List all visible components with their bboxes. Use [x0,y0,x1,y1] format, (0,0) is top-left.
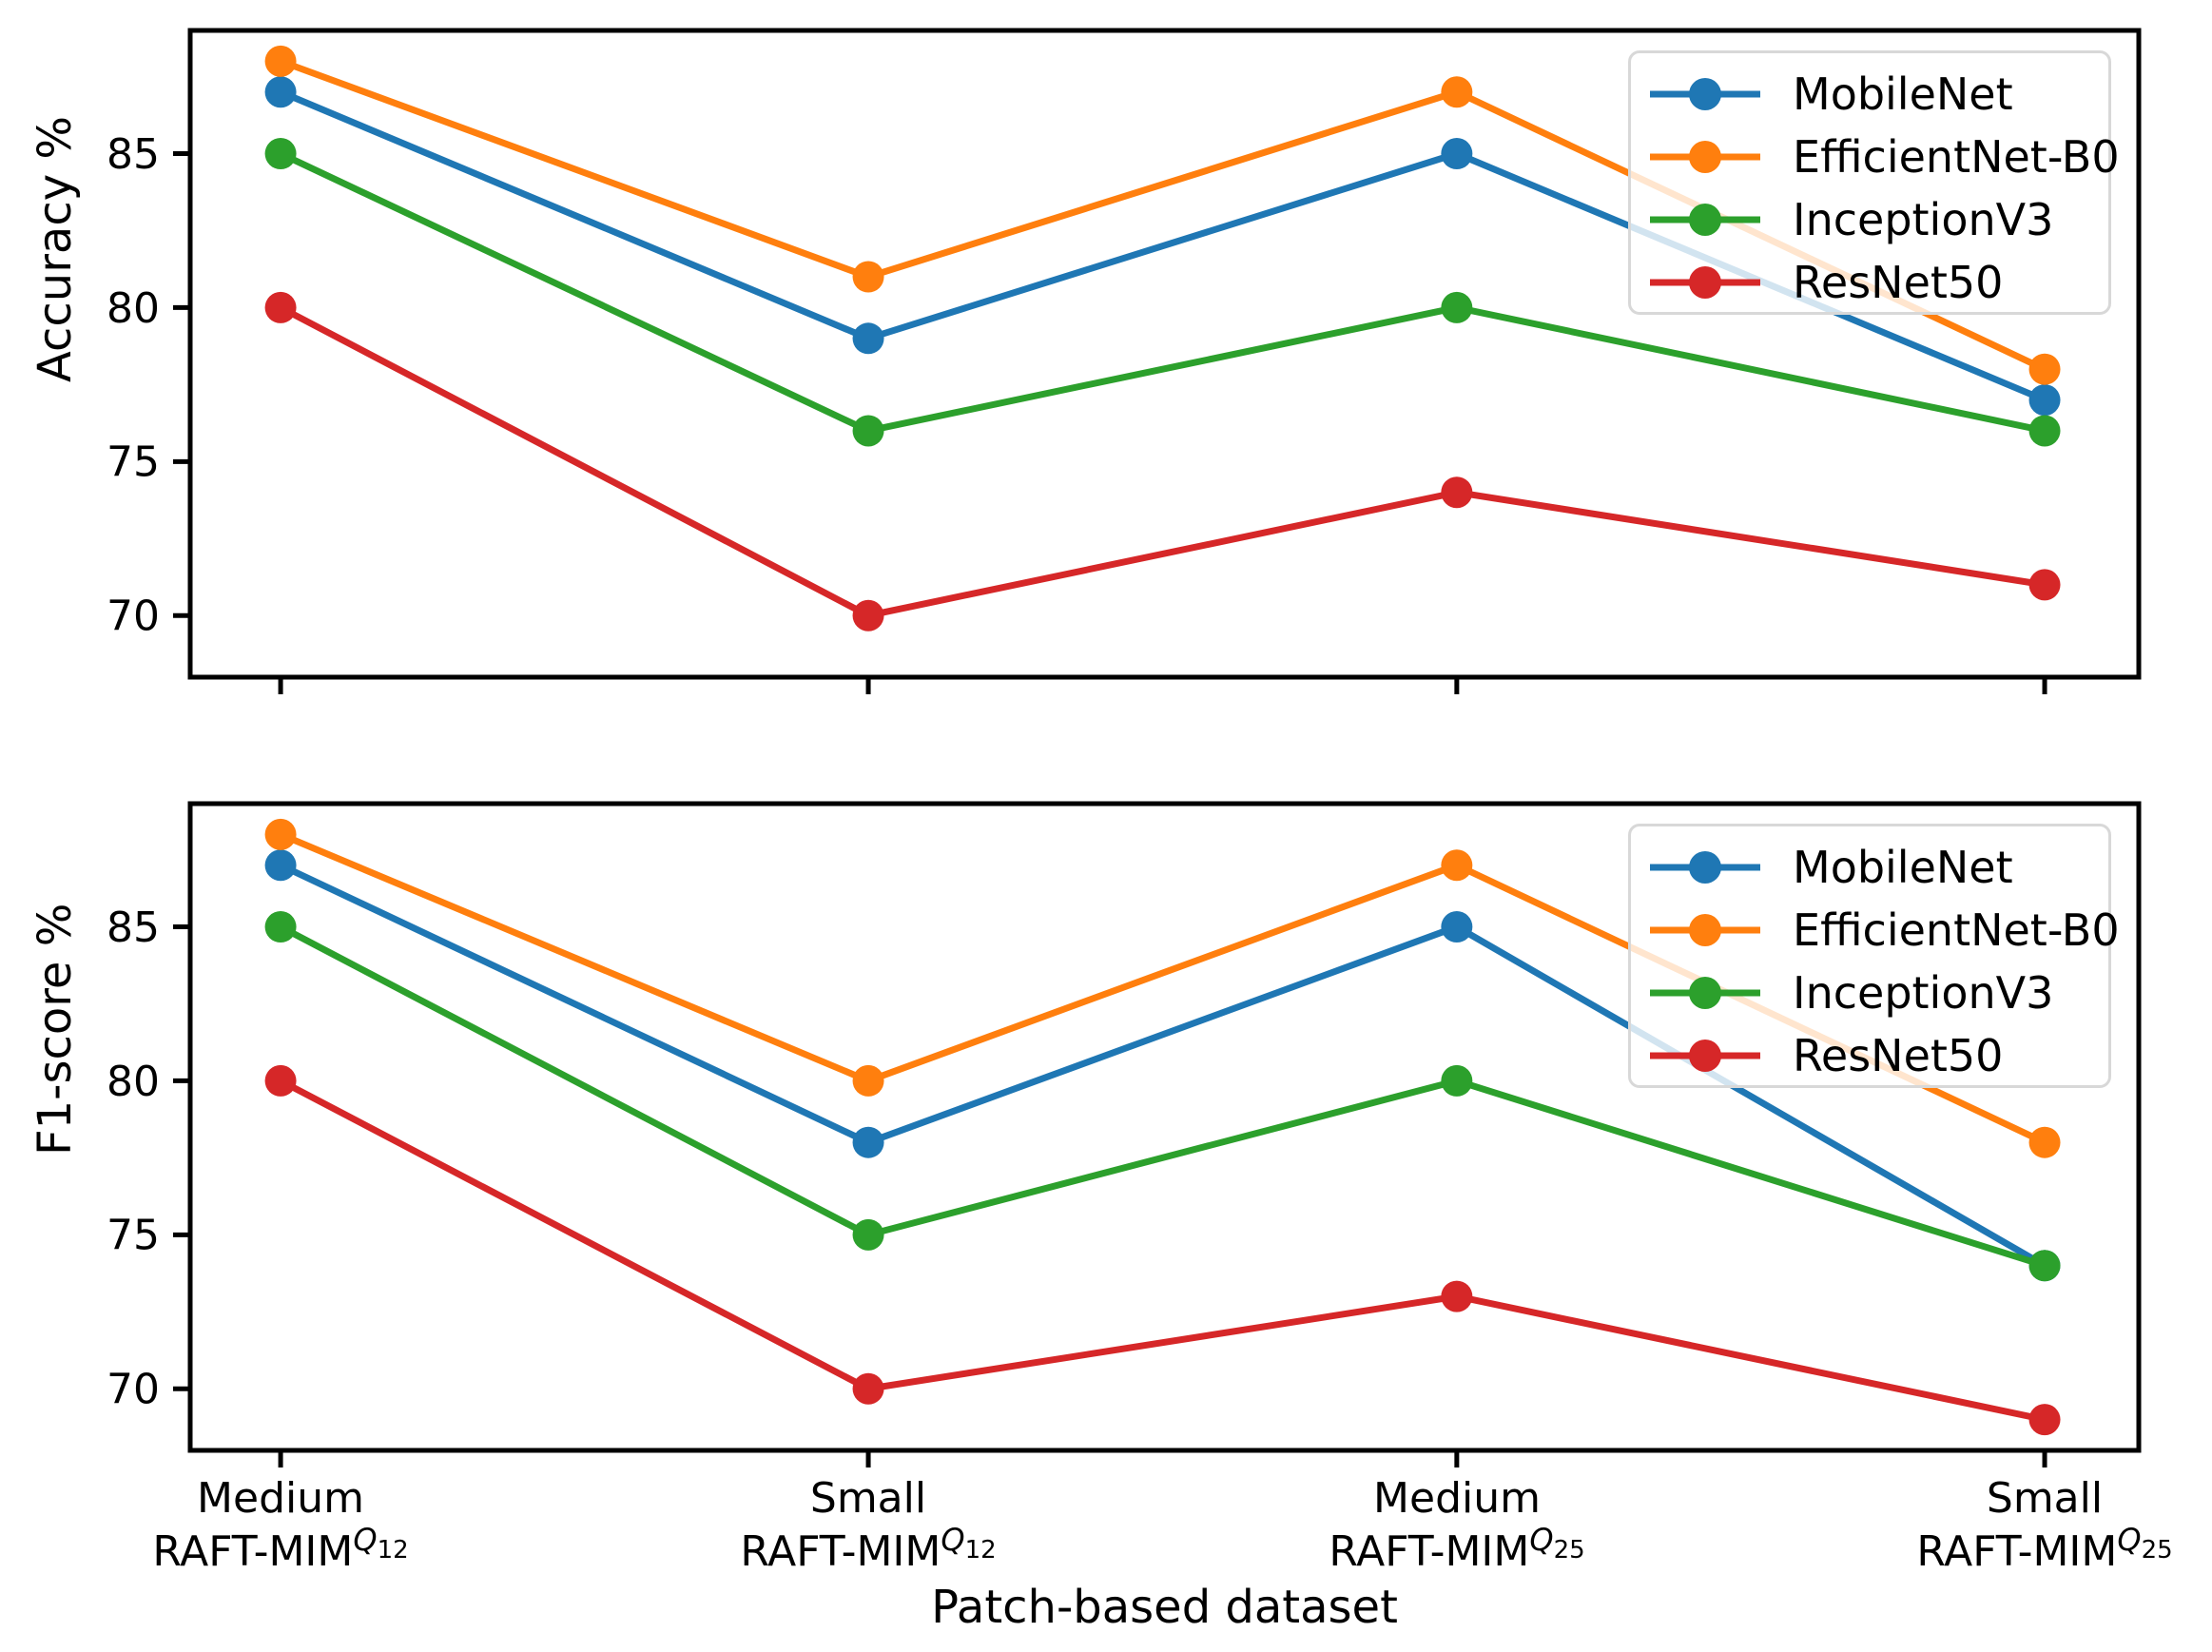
y-tick-label: 85 [107,130,160,179]
data-point-efficientnet-b0 [1441,76,1473,108]
data-point-inceptionv3 [264,911,297,943]
legend-item-resnet50: ResNet50 [1646,251,2108,314]
data-point-resnet50 [264,1064,297,1097]
data-point-inceptionv3 [2028,1250,2061,1282]
series-line-resnet50 [279,304,2046,619]
legend-accuracy: MobileNet EfficientNet-B0 InceptionV3 Re… [1628,50,2120,315]
data-point-mobilenet [1441,911,1473,943]
legend-item-efficientnet: EfficientNet-B0 [1646,899,2120,962]
legend-swatch-mobilenet [1650,78,1760,110]
data-point-mobilenet [2028,384,2061,417]
legend-label: InceptionV3 [1793,967,2054,1019]
legend-label: InceptionV3 [1793,194,2054,245]
legend-swatch-inceptionv3 [1650,204,1760,236]
xtick-label-small-q12: Small RAFT-MIMQ12 [740,1474,997,1576]
accuracy-plot: 70 75 80 85 [107,28,2142,694]
data-point-inceptionv3 [1441,291,1473,323]
accuracy-axis-label: Accuracy % [29,115,82,382]
series-line-inceptionv3 [279,923,2047,1270]
xtick-label-small-q25: Small RAFT-MIMQ25 [1916,1474,2173,1576]
y-tick-label: 70 [107,1366,160,1414]
series-line-resnet50 [279,1078,2046,1424]
series-line-inceptionv3 [279,150,2046,435]
legend-item-inceptionv3: InceptionV3 [1646,188,2108,251]
legend-swatch-mobilenet [1650,851,1760,884]
legend-marker [1689,78,1721,110]
legend-marker [1689,141,1721,173]
y-tick-label: 70 [107,593,160,641]
data-point-efficientnet-b0 [2028,353,2061,385]
legend-marker [1689,204,1721,236]
legend-label: EfficientNet-B0 [1793,904,2120,956]
legend-swatch-efficientnet [1650,914,1760,946]
data-point-resnet50 [852,599,884,632]
x-axis-label: Patch-based dataset [931,1581,1398,1634]
legend-marker [1689,914,1721,946]
axes-frame [187,801,2142,1453]
data-point-mobilenet [852,1126,884,1158]
data-point-inceptionv3 [852,415,884,447]
data-point-efficientnet-b0 [264,45,297,77]
xtick-label-medium-q12: Medium RAFT-MIMQ12 [152,1474,409,1576]
data-point-efficientnet-b0 [852,261,884,293]
legend-swatch-inceptionv3 [1650,977,1760,1009]
y-tick-label: 85 [107,904,160,952]
legend-label: ResNet50 [1793,257,2004,308]
data-point-resnet50 [2028,1404,2061,1436]
legend-item-efficientnet: EfficientNet-B0 [1646,126,2120,188]
legend-marker [1689,266,1721,299]
data-point-resnet50 [852,1372,884,1405]
legend-label: MobileNet [1793,842,2013,893]
y-tick-label: 75 [107,438,160,487]
legend-label: MobileNet [1793,68,2013,120]
data-point-resnet50 [1441,1280,1473,1312]
legend-label: EfficientNet-B0 [1793,131,2120,183]
data-point-resnet50 [2028,569,2061,601]
legend-swatch-resnet50 [1650,1040,1760,1072]
data-point-efficientnet-b0 [1441,849,1473,882]
legend-marker [1689,851,1721,884]
legend-item-resnet50: ResNet50 [1646,1024,2108,1087]
data-point-resnet50 [264,291,297,323]
y-tick-label: 80 [107,284,160,333]
data-point-inceptionv3 [264,138,297,170]
legend-item-mobilenet: MobileNet [1646,63,2108,126]
legend-f1: MobileNet EfficientNet-B0 InceptionV3 Re… [1628,824,2120,1088]
data-point-inceptionv3 [1441,1064,1473,1097]
legend-item-inceptionv3: InceptionV3 [1646,962,2108,1024]
legend-item-mobilenet: MobileNet [1646,836,2108,899]
legend-label: ResNet50 [1793,1030,2004,1081]
f1-axis-label: F1-score % [29,903,82,1156]
legend-marker [1689,1040,1721,1072]
data-point-mobilenet [264,849,297,882]
data-point-mobilenet [264,76,297,108]
data-point-mobilenet [1441,138,1473,170]
data-point-inceptionv3 [2028,415,2061,447]
data-point-inceptionv3 [852,1218,884,1251]
y-tick-label: 80 [107,1058,160,1106]
y-tick-label: 75 [107,1212,160,1260]
legend-swatch-efficientnet [1650,141,1760,173]
axes-frame [187,28,2142,680]
series-line-mobilenet [279,862,2047,1269]
data-point-mobilenet [852,322,884,355]
xtick-label-medium-q25: Medium RAFT-MIMQ25 [1329,1474,1585,1576]
data-point-efficientnet-b0 [264,818,297,850]
data-point-efficientnet-b0 [852,1064,884,1097]
legend-marker [1689,977,1721,1009]
data-point-resnet50 [1441,476,1473,509]
legend-swatch-resnet50 [1650,266,1760,299]
data-point-efficientnet-b0 [2028,1126,2061,1158]
